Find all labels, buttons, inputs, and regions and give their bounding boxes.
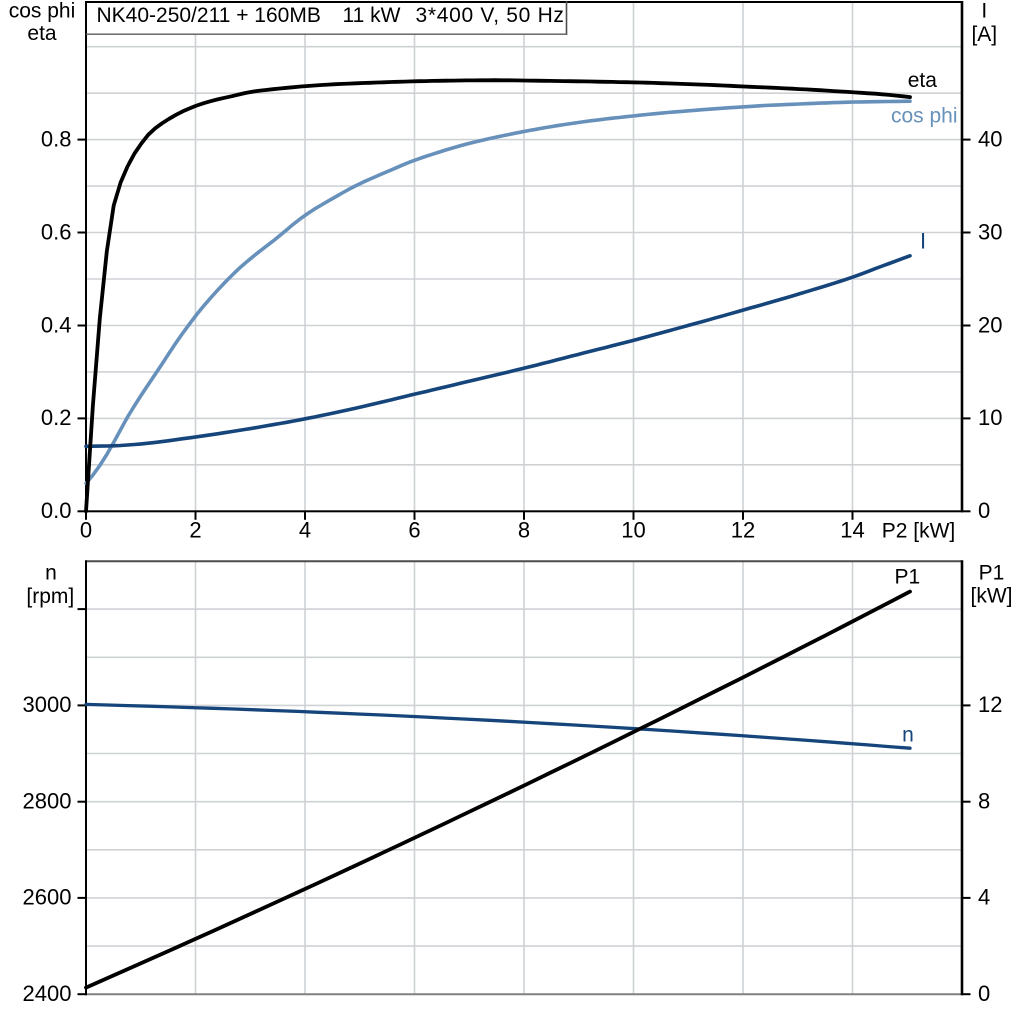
- svg-text:8: 8: [978, 789, 990, 814]
- svg-text:[rpm]: [rpm]: [26, 585, 74, 608]
- svg-text:eta: eta: [908, 69, 938, 92]
- svg-text:4: 4: [978, 885, 990, 910]
- svg-text:2400: 2400: [23, 981, 72, 1006]
- svg-text:20: 20: [978, 312, 1002, 337]
- svg-text:I: I: [981, 0, 987, 22]
- svg-text:8: 8: [518, 517, 530, 542]
- svg-text:P2 [kW]: P2 [kW]: [882, 520, 956, 543]
- svg-text:n: n: [45, 562, 57, 585]
- svg-text:4: 4: [299, 517, 311, 542]
- svg-text:10: 10: [978, 405, 1002, 430]
- svg-text:P1: P1: [979, 561, 1005, 584]
- svg-text:12: 12: [978, 692, 1002, 717]
- svg-text:0.0: 0.0: [41, 498, 72, 523]
- svg-text:0: 0: [978, 981, 990, 1006]
- svg-text:11 kW: 11 kW: [343, 4, 401, 27]
- svg-text:14: 14: [840, 517, 864, 542]
- svg-text:0.8: 0.8: [41, 126, 72, 151]
- svg-text:I: I: [920, 229, 926, 254]
- svg-text:12: 12: [731, 517, 755, 542]
- svg-text:0: 0: [978, 498, 990, 523]
- svg-text:[A]: [A]: [971, 23, 997, 46]
- svg-text:0: 0: [80, 517, 92, 542]
- svg-text:2800: 2800: [23, 789, 72, 814]
- svg-text:cos phi: cos phi: [891, 105, 958, 128]
- svg-text:30: 30: [978, 219, 1002, 244]
- svg-text:cos phi: cos phi: [9, 0, 76, 22]
- svg-text:10: 10: [621, 517, 645, 542]
- svg-text:[kW]: [kW]: [971, 584, 1013, 607]
- svg-text:0.4: 0.4: [41, 312, 72, 337]
- svg-text:40: 40: [978, 126, 1002, 151]
- svg-text:3*400 V, 50 Hz: 3*400 V, 50 Hz: [416, 4, 565, 27]
- svg-text:0.2: 0.2: [41, 405, 72, 430]
- svg-text:2: 2: [189, 517, 201, 542]
- svg-text:3000: 3000: [23, 692, 72, 717]
- svg-text:6: 6: [408, 517, 420, 542]
- svg-text:eta: eta: [27, 22, 57, 45]
- svg-text:0.6: 0.6: [41, 219, 72, 244]
- svg-text:n: n: [902, 723, 914, 746]
- svg-text:P1: P1: [894, 565, 920, 588]
- svg-text:NK40-250/211 + 160MB: NK40-250/211 + 160MB: [97, 4, 321, 27]
- svg-text:2600: 2600: [23, 885, 72, 910]
